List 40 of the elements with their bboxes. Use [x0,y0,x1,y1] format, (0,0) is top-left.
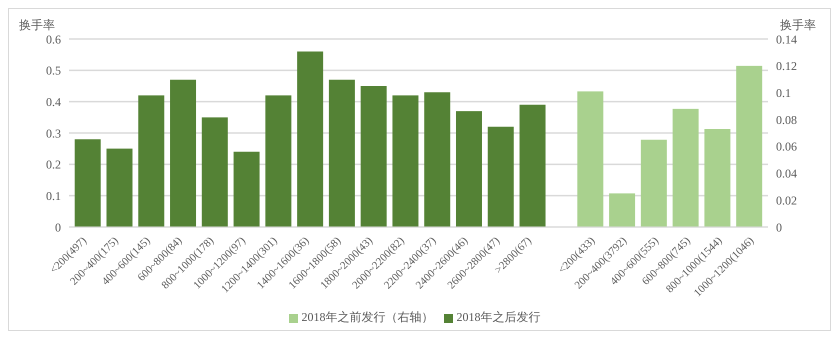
y2-tick-label: 0.06 [776,140,797,154]
y2-tick-label: 0.02 [776,193,797,208]
y-tick-label: 0.3 [46,126,61,140]
bar [392,95,418,227]
y-axis-title: 换手率 [19,17,55,34]
bar [265,95,292,227]
y-tick-label: 0.6 [46,32,61,46]
bar [202,117,228,227]
legend-label: 2018年之后发行 [456,310,540,324]
y2-tick-label: 0.04 [776,166,797,181]
y-tick-label: 0.4 [46,94,61,109]
bar [170,80,196,227]
y2-tick-label: 0.1 [776,86,791,100]
bar [577,91,604,227]
bar [424,92,450,227]
bar [297,52,324,227]
y2-axis-title: 换手率 [780,17,816,34]
y-tick-label: 0.1 [46,188,61,203]
bar [328,80,355,227]
y2-tick-label: 0.14 [776,32,797,46]
bar [672,108,699,227]
y-tick-label: 0 [55,220,61,234]
y2-tick-label: 0.08 [776,112,797,127]
bar [360,86,387,227]
bar [704,128,730,227]
bar [520,104,546,227]
y2-tick-label: 0.12 [776,59,797,74]
bar [74,139,101,227]
y-tick-label: 0.5 [46,64,61,78]
y-tick-label: 0.2 [46,158,61,172]
bar [234,152,260,227]
bar [736,66,762,227]
legend-label: 2018年之前发行（右轴） [302,310,434,324]
bar [456,111,482,227]
bar [138,95,164,227]
bar [488,126,514,227]
bar [609,193,636,227]
bar [640,140,667,227]
bar [106,148,132,227]
y2-tick-label: 0 [776,220,782,234]
